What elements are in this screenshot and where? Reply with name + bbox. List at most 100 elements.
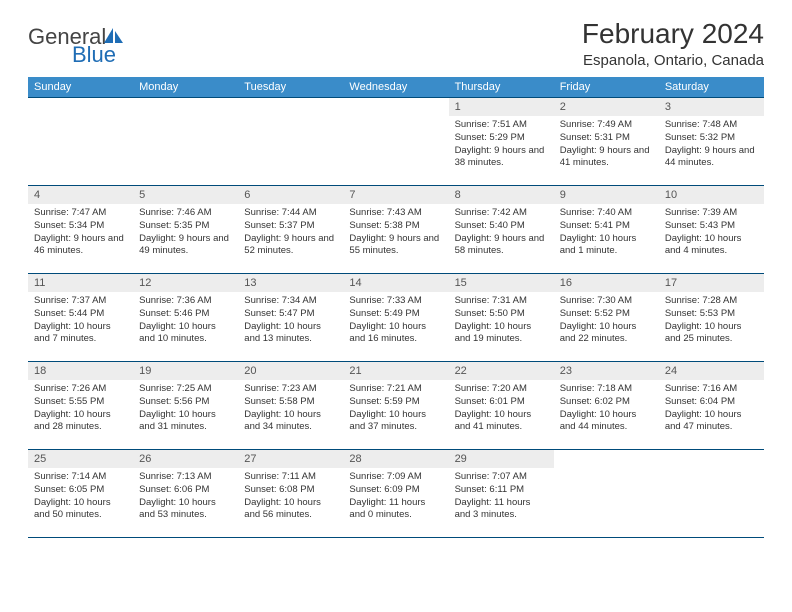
- day-number: 15: [449, 274, 554, 292]
- calendar-day-cell: 14Sunrise: 7:33 AMSunset: 5:49 PMDayligh…: [343, 274, 448, 362]
- calendar-day-cell: 24Sunrise: 7:16 AMSunset: 6:04 PMDayligh…: [659, 362, 764, 450]
- weekday-header: Wednesday: [343, 77, 448, 98]
- calendar-day-cell: 16Sunrise: 7:30 AMSunset: 5:52 PMDayligh…: [554, 274, 659, 362]
- day-number: 29: [449, 450, 554, 468]
- day-number: 23: [554, 362, 659, 380]
- day-number: 11: [28, 274, 133, 292]
- calendar-week-row: 18Sunrise: 7:26 AMSunset: 5:55 PMDayligh…: [28, 362, 764, 450]
- title-block: February 2024 Espanola, Ontario, Canada: [582, 18, 764, 69]
- brand-logo: GeneralBlue: [28, 24, 124, 68]
- calendar-day-cell: 21Sunrise: 7:21 AMSunset: 5:59 PMDayligh…: [343, 362, 448, 450]
- calendar-day-cell: 5Sunrise: 7:46 AMSunset: 5:35 PMDaylight…: [133, 186, 238, 274]
- day-details: Sunrise: 7:16 AMSunset: 6:04 PMDaylight:…: [659, 380, 764, 437]
- day-details: Sunrise: 7:11 AMSunset: 6:08 PMDaylight:…: [238, 468, 343, 525]
- day-details: Sunrise: 7:39 AMSunset: 5:43 PMDaylight:…: [659, 204, 764, 261]
- calendar-day-cell: [28, 98, 133, 186]
- calendar-day-cell: [343, 98, 448, 186]
- calendar-day-cell: 1Sunrise: 7:51 AMSunset: 5:29 PMDaylight…: [449, 98, 554, 186]
- calendar-week-row: 4Sunrise: 7:47 AMSunset: 5:34 PMDaylight…: [28, 186, 764, 274]
- day-details: Sunrise: 7:47 AMSunset: 5:34 PMDaylight:…: [28, 204, 133, 261]
- day-number: 22: [449, 362, 554, 380]
- weekday-header: Saturday: [659, 77, 764, 98]
- day-details: Sunrise: 7:33 AMSunset: 5:49 PMDaylight:…: [343, 292, 448, 349]
- calendar-day-cell: 23Sunrise: 7:18 AMSunset: 6:02 PMDayligh…: [554, 362, 659, 450]
- day-details: Sunrise: 7:28 AMSunset: 5:53 PMDaylight:…: [659, 292, 764, 349]
- day-number: 27: [238, 450, 343, 468]
- calendar-day-cell: [659, 450, 764, 538]
- weekday-header-row: SundayMondayTuesdayWednesdayThursdayFrid…: [28, 77, 764, 98]
- calendar-day-cell: 26Sunrise: 7:13 AMSunset: 6:06 PMDayligh…: [133, 450, 238, 538]
- day-number: 3: [659, 98, 764, 116]
- day-details: Sunrise: 7:49 AMSunset: 5:31 PMDaylight:…: [554, 116, 659, 173]
- day-details: Sunrise: 7:48 AMSunset: 5:32 PMDaylight:…: [659, 116, 764, 173]
- calendar-week-row: 11Sunrise: 7:37 AMSunset: 5:44 PMDayligh…: [28, 274, 764, 362]
- weekday-header: Thursday: [449, 77, 554, 98]
- day-details: Sunrise: 7:34 AMSunset: 5:47 PMDaylight:…: [238, 292, 343, 349]
- calendar-day-cell: [554, 450, 659, 538]
- day-number: 26: [133, 450, 238, 468]
- day-details: Sunrise: 7:07 AMSunset: 6:11 PMDaylight:…: [449, 468, 554, 525]
- day-details: Sunrise: 7:18 AMSunset: 6:02 PMDaylight:…: [554, 380, 659, 437]
- day-details: Sunrise: 7:23 AMSunset: 5:58 PMDaylight:…: [238, 380, 343, 437]
- day-number: 13: [238, 274, 343, 292]
- day-number: 4: [28, 186, 133, 204]
- day-number: 16: [554, 274, 659, 292]
- day-details: Sunrise: 7:25 AMSunset: 5:56 PMDaylight:…: [133, 380, 238, 437]
- calendar-day-cell: 9Sunrise: 7:40 AMSunset: 5:41 PMDaylight…: [554, 186, 659, 274]
- day-details: Sunrise: 7:26 AMSunset: 5:55 PMDaylight:…: [28, 380, 133, 437]
- day-number: 20: [238, 362, 343, 380]
- day-number: 19: [133, 362, 238, 380]
- brand-sail-icon: [104, 28, 124, 44]
- calendar-day-cell: 7Sunrise: 7:43 AMSunset: 5:38 PMDaylight…: [343, 186, 448, 274]
- weekday-header: Friday: [554, 77, 659, 98]
- day-number: 28: [343, 450, 448, 468]
- day-number: 18: [28, 362, 133, 380]
- day-number: 25: [28, 450, 133, 468]
- calendar-day-cell: 28Sunrise: 7:09 AMSunset: 6:09 PMDayligh…: [343, 450, 448, 538]
- calendar-day-cell: 6Sunrise: 7:44 AMSunset: 5:37 PMDaylight…: [238, 186, 343, 274]
- calendar-day-cell: 19Sunrise: 7:25 AMSunset: 5:56 PMDayligh…: [133, 362, 238, 450]
- day-details: Sunrise: 7:13 AMSunset: 6:06 PMDaylight:…: [133, 468, 238, 525]
- location-label: Espanola, Ontario, Canada: [582, 52, 764, 69]
- day-number: 10: [659, 186, 764, 204]
- day-details: Sunrise: 7:36 AMSunset: 5:46 PMDaylight:…: [133, 292, 238, 349]
- day-number: 2: [554, 98, 659, 116]
- calendar-day-cell: 15Sunrise: 7:31 AMSunset: 5:50 PMDayligh…: [449, 274, 554, 362]
- day-details: Sunrise: 7:51 AMSunset: 5:29 PMDaylight:…: [449, 116, 554, 173]
- day-details: Sunrise: 7:40 AMSunset: 5:41 PMDaylight:…: [554, 204, 659, 261]
- day-details: Sunrise: 7:31 AMSunset: 5:50 PMDaylight:…: [449, 292, 554, 349]
- day-details: Sunrise: 7:42 AMSunset: 5:40 PMDaylight:…: [449, 204, 554, 261]
- header-row: GeneralBlue February 2024 Espanola, Onta…: [28, 18, 764, 69]
- calendar-day-cell: 11Sunrise: 7:37 AMSunset: 5:44 PMDayligh…: [28, 274, 133, 362]
- day-details: Sunrise: 7:44 AMSunset: 5:37 PMDaylight:…: [238, 204, 343, 261]
- day-number: 14: [343, 274, 448, 292]
- day-number: 24: [659, 362, 764, 380]
- day-number: 12: [133, 274, 238, 292]
- calendar-day-cell: 8Sunrise: 7:42 AMSunset: 5:40 PMDaylight…: [449, 186, 554, 274]
- calendar-day-cell: 20Sunrise: 7:23 AMSunset: 5:58 PMDayligh…: [238, 362, 343, 450]
- day-details: Sunrise: 7:37 AMSunset: 5:44 PMDaylight:…: [28, 292, 133, 349]
- month-title: February 2024: [582, 18, 764, 50]
- calendar-page: GeneralBlue February 2024 Espanola, Onta…: [0, 0, 792, 556]
- calendar-day-cell: 13Sunrise: 7:34 AMSunset: 5:47 PMDayligh…: [238, 274, 343, 362]
- calendar-week-row: 1Sunrise: 7:51 AMSunset: 5:29 PMDaylight…: [28, 98, 764, 186]
- day-details: Sunrise: 7:20 AMSunset: 6:01 PMDaylight:…: [449, 380, 554, 437]
- day-details: Sunrise: 7:21 AMSunset: 5:59 PMDaylight:…: [343, 380, 448, 437]
- weekday-header: Sunday: [28, 77, 133, 98]
- calendar-day-cell: 27Sunrise: 7:11 AMSunset: 6:08 PMDayligh…: [238, 450, 343, 538]
- calendar-day-cell: 25Sunrise: 7:14 AMSunset: 6:05 PMDayligh…: [28, 450, 133, 538]
- day-number: 6: [238, 186, 343, 204]
- day-number: 5: [133, 186, 238, 204]
- calendar-day-cell: 10Sunrise: 7:39 AMSunset: 5:43 PMDayligh…: [659, 186, 764, 274]
- weekday-header: Monday: [133, 77, 238, 98]
- day-details: Sunrise: 7:43 AMSunset: 5:38 PMDaylight:…: [343, 204, 448, 261]
- day-number: 1: [449, 98, 554, 116]
- day-number: 21: [343, 362, 448, 380]
- calendar-table: SundayMondayTuesdayWednesdayThursdayFrid…: [28, 77, 764, 538]
- day-details: Sunrise: 7:09 AMSunset: 6:09 PMDaylight:…: [343, 468, 448, 525]
- day-details: Sunrise: 7:30 AMSunset: 5:52 PMDaylight:…: [554, 292, 659, 349]
- calendar-day-cell: 2Sunrise: 7:49 AMSunset: 5:31 PMDaylight…: [554, 98, 659, 186]
- day-details: Sunrise: 7:46 AMSunset: 5:35 PMDaylight:…: [133, 204, 238, 261]
- calendar-day-cell: 22Sunrise: 7:20 AMSunset: 6:01 PMDayligh…: [449, 362, 554, 450]
- calendar-day-cell: 4Sunrise: 7:47 AMSunset: 5:34 PMDaylight…: [28, 186, 133, 274]
